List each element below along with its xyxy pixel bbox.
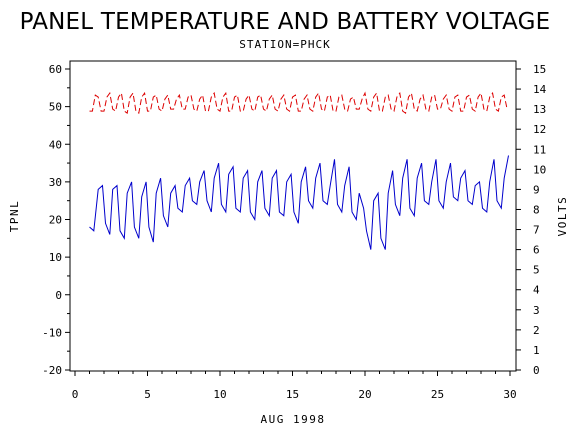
- y-left-tick-label: 0: [55, 289, 62, 302]
- y-left-tick-label: 30: [49, 176, 62, 189]
- y-right-tick-label: 9: [533, 183, 540, 196]
- y-left-tick-label: -20: [42, 364, 62, 377]
- series-line-tpnl: [89, 155, 509, 250]
- y-right-tick-label: 10: [533, 163, 546, 176]
- y-left-tick-label: 10: [49, 251, 62, 264]
- x-tick-label: 0: [72, 388, 79, 401]
- y-right-tick-label: 5: [533, 264, 540, 277]
- y-right-tick-label: 12: [533, 123, 546, 136]
- y-right-tick-label: 0: [533, 364, 540, 377]
- chart-title: PANEL TEMPERATURE AND BATTERY VOLTAGE: [20, 9, 551, 35]
- y-right-tick-label: 2: [533, 324, 540, 337]
- y-right-tick-label: 13: [533, 103, 546, 116]
- y-left-tick-label: 60: [49, 63, 62, 76]
- x-tick-label: 5: [144, 388, 151, 401]
- y-right-tick-label: 1: [533, 344, 540, 357]
- x-tick-label: 10: [213, 388, 226, 401]
- x-axis-label: AUG 1998: [261, 413, 326, 426]
- y-axis-left-label: TPNL: [8, 200, 21, 233]
- chart-subtitle: STATION=PHCK: [239, 38, 330, 51]
- x-tick-label: 20: [358, 388, 371, 401]
- series-layer: [89, 91, 509, 250]
- y-left-tick-label: 40: [49, 138, 62, 151]
- x-tick-label: 15: [286, 388, 299, 401]
- y-right-tick-label: 8: [533, 203, 540, 216]
- y-right-tick-label: 6: [533, 244, 540, 257]
- y-left-tick-label: 20: [49, 214, 62, 227]
- y-axis-right-label: VOLTS: [556, 196, 569, 237]
- y-right-tick-label: 3: [533, 304, 540, 317]
- y-right-tick-label: 11: [533, 143, 546, 156]
- y-left-tick-label: -10: [42, 326, 62, 339]
- y-right-tick-label: 7: [533, 224, 540, 237]
- x-axis: 0 5 10 15 20 25 30: [72, 371, 517, 401]
- x-tick-label: 25: [431, 388, 444, 401]
- y-left-tick-label: 50: [49, 101, 62, 114]
- y-axis-left: -20 -10 0 10 20 30 40 50 60: [42, 63, 70, 377]
- y-right-tick-label: 4: [533, 284, 540, 297]
- y-right-tick-label: 15: [533, 63, 546, 76]
- series-line-volts: [89, 91, 508, 114]
- y-right-tick-label: 14: [533, 83, 547, 96]
- x-tick-label: 30: [503, 388, 516, 401]
